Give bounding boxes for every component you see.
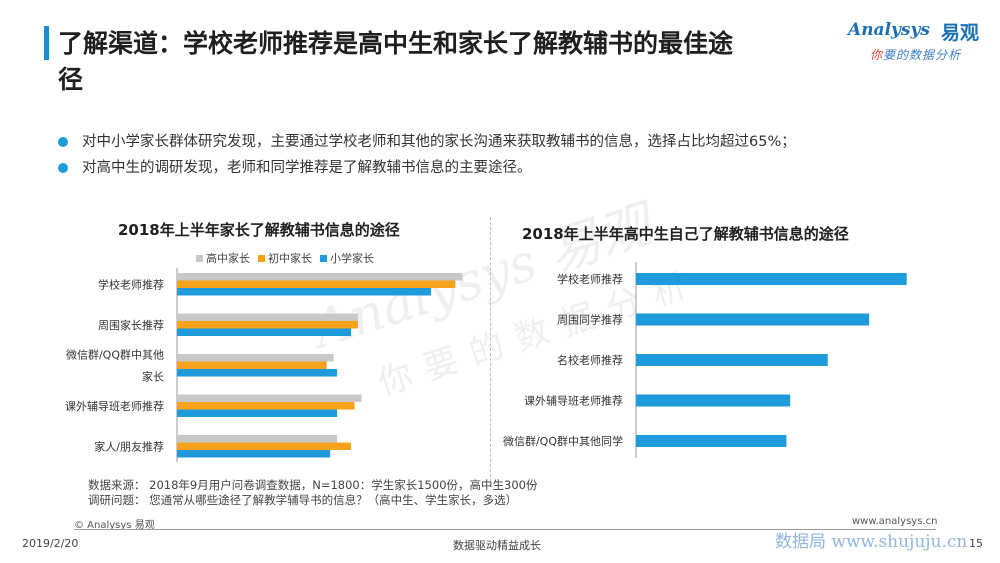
- category-label: 微信群/QQ群中其他同学: [503, 434, 623, 448]
- bar: [177, 328, 351, 336]
- logo-slogan-rest: 要的数据分析: [883, 48, 962, 62]
- category-label: 课外辅导班老师推荐: [524, 394, 623, 408]
- bar: [177, 321, 358, 329]
- website-link[interactable]: www.analysys.cn: [852, 516, 938, 527]
- bar: [636, 435, 787, 447]
- corner-watermark: 数据局 www.shujuju.cn: [775, 532, 968, 552]
- bar: [177, 280, 456, 288]
- logo-chinese-name: 易观: [941, 22, 980, 44]
- bar: [177, 450, 331, 458]
- left-chart-legend: 高中家长 初中家长 小学家长: [196, 250, 374, 266]
- bar: [177, 435, 338, 443]
- chart-divider: [490, 217, 491, 487]
- category-label: 课外辅导班老师推荐: [65, 399, 164, 413]
- logo-slogan-first: 你: [870, 48, 884, 62]
- logo-slogan: 你要的数据分析: [870, 46, 961, 63]
- category-label: 名校老师推荐: [557, 353, 623, 367]
- category-label: 学校老师推荐: [98, 277, 164, 291]
- page-title-line-1: 了解渠道：学校老师推荐是高中生和家长了解教辅书的最佳途: [58, 29, 734, 58]
- bar: [177, 394, 362, 402]
- analysys-logo: Analysys 易观 你要的数据分析: [848, 20, 988, 70]
- bar: [177, 409, 338, 417]
- legend-item: 高中家长: [196, 250, 250, 266]
- category-label: 周围同学推荐: [557, 313, 623, 327]
- source-line: 数据来源： 2018年9月用户问卷调查数据，N=1800：学生家长1500份，高…: [88, 478, 538, 492]
- legend-item: 初中家长: [258, 250, 312, 266]
- bar: [177, 273, 463, 281]
- title-accent-bar: [44, 26, 49, 60]
- bullet-item: 对高中生的调研发现，老师和同学推荐是了解教辅书信息的主要途径。: [56, 158, 796, 184]
- legend-swatch: [258, 254, 265, 262]
- page-number: 15: [969, 537, 983, 550]
- bar: [177, 313, 358, 321]
- bar: [636, 273, 907, 285]
- bar: [177, 354, 334, 362]
- legend-swatch: [196, 254, 203, 262]
- footer-divider: [74, 529, 936, 530]
- footer-tagline: 数据驱动精益成长: [453, 539, 541, 552]
- legend-item: 小学家长: [320, 250, 374, 266]
- page-title-line-2: 径: [58, 65, 84, 94]
- legend-label: 高中家长: [206, 252, 250, 265]
- bar: [177, 369, 338, 377]
- bar: [177, 402, 355, 410]
- left-chart-title: 2018年上半年家长了解教辅书信息的途径: [118, 221, 400, 239]
- category-label: 周围家长推荐: [98, 318, 164, 332]
- bar: [177, 288, 432, 296]
- footer-date: 2019/2/20: [22, 537, 79, 550]
- data-source-note: 数据来源： 2018年9月用户问卷调查数据，N=1800：学生家长1500份，高…: [88, 478, 537, 508]
- legend-label: 初中家长: [268, 252, 312, 265]
- legend-swatch: [320, 254, 327, 262]
- bar: [177, 442, 351, 450]
- bar: [636, 313, 870, 326]
- bullet-item: 对中小学家长群体研究发现，主要通过学校老师和其他的家长沟通来获取教辅书的信息，选…: [56, 132, 796, 158]
- summary-bullets: 对中小学家长群体研究发现，主要通过学校老师和其他的家长沟通来获取教辅书的信息，选…: [56, 132, 796, 184]
- category-label: 家长: [142, 369, 164, 383]
- question-line: 调研问题： 您通常从哪些途径了解教学辅导书的信息？（高中生、学生家长，多选）: [88, 493, 518, 507]
- right-chart-title: 2018年上半年高中生自己了解教辅书信息的途径: [522, 225, 849, 243]
- category-label: 家人/朋友推荐: [94, 439, 164, 453]
- bar: [177, 361, 327, 369]
- copyright-text: © Analysys 易观: [74, 520, 155, 531]
- bar: [636, 394, 791, 407]
- category-label: 微信群/QQ群中其他: [66, 347, 164, 361]
- bar: [636, 354, 828, 366]
- legend-label: 小学家长: [330, 252, 374, 265]
- category-label: 学校老师推荐: [557, 272, 623, 286]
- logo-wordmark: Analysys: [848, 20, 930, 40]
